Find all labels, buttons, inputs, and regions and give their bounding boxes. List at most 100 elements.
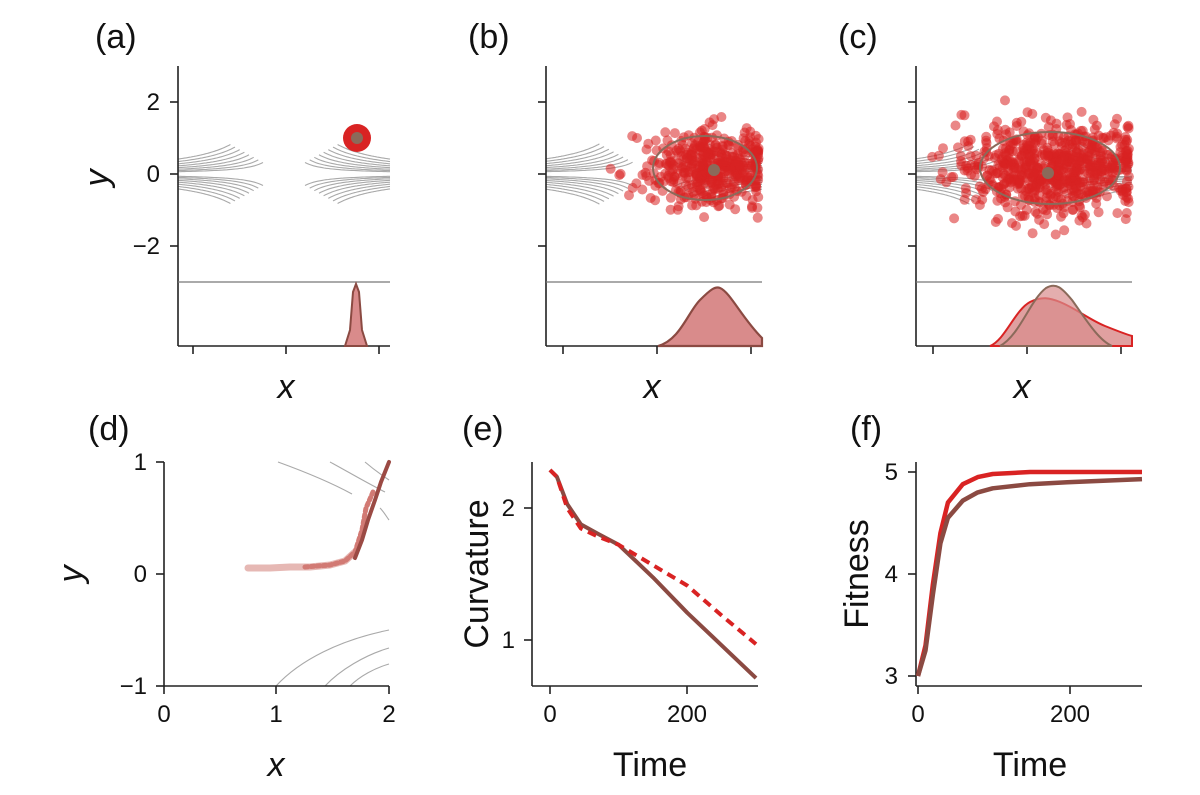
scatter-point [665,192,676,203]
contour-line [546,178,624,192]
panel-b: (b) x [468,18,764,406]
scatter-point [747,201,757,212]
contour-line [177,154,250,169]
scatter-point [1107,167,1118,178]
scatter-point [1121,183,1132,194]
ylabel-f: Fitness [838,519,876,629]
scatter-point [1077,142,1088,152]
contour-line [546,176,629,189]
scatter-point [993,213,1003,224]
scatter-point [1002,202,1013,213]
contour-line [337,144,391,160]
scatter-point [1039,150,1050,160]
scatter-point [953,142,963,153]
scatter-point [1067,191,1078,201]
panel-label-c: (c) [838,18,878,56]
scatter-point [1050,229,1061,240]
contour-line [546,156,624,170]
scatter-point [1120,134,1131,145]
trajectory-d-faded [244,548,359,572]
contour-line [318,154,391,169]
ytick-a-1: 2 [147,89,160,116]
scatter-point [946,172,957,183]
panel-label-f: (f) [850,410,882,448]
xlabel-c: x [1012,368,1032,406]
scatter-point [1091,120,1102,131]
ytick-e-2: 1 [502,627,515,654]
scatter-point [1001,143,1011,154]
scatter-point [977,194,988,205]
xtick-d-3: 2 [382,701,395,728]
scatter-point [1058,182,1069,193]
mean-marker-a [351,132,363,144]
ylabel-e: Curvature [458,499,496,648]
scatter-point [1059,202,1069,213]
scatter-point [1122,149,1133,160]
contour-line [545,161,633,173]
scatter-point [1099,177,1110,188]
scatter-point [963,141,974,152]
trajectory-d-mid [302,489,376,570]
scatter-point [1021,186,1032,197]
contour-line [177,151,245,167]
scatter-point [927,151,938,162]
xtick-d-1: 0 [157,701,170,728]
scatter-point [1064,153,1075,164]
scatter-point [668,164,679,175]
scatter-point [685,163,696,174]
contour-line [177,178,254,192]
scatter-point [1019,148,1030,159]
contour-line [545,151,614,167]
scatter-point [1024,155,1035,166]
panel-d: (d) 1 0 −1 0 1 2 y x [52,410,396,784]
scatter-point [1051,156,1062,167]
scatter-point [989,152,1000,163]
mean-marker-c [1042,167,1054,179]
marginal-a [343,281,369,347]
panel-c: (c) x [838,18,1134,406]
scatter-point [955,151,966,161]
scatter-point [723,166,733,177]
scatter-point [1059,225,1070,236]
contour-line [177,149,240,165]
scatter-point [1121,165,1132,176]
scatter-point [729,182,740,193]
scatter-point [1121,208,1132,218]
contour-line [177,176,259,189]
ytick-d-1: 1 [134,449,147,476]
fitness-line-brown [915,476,1143,677]
contour-line [545,183,610,200]
contour-line [177,159,259,172]
scatter-point [997,162,1008,173]
contour-line [545,153,619,169]
scatter-point [661,149,672,160]
marginal-b [657,286,764,348]
scatter-point [988,166,999,177]
scatter-point [681,153,692,163]
scatter-point [707,132,718,143]
scatter-point [665,204,676,215]
contour-line [545,186,605,202]
scatter-point [643,138,654,149]
ytick-a-2: 0 [147,161,160,188]
scatter-point [642,161,653,172]
scatter-point [717,151,727,162]
contour-line [545,146,605,162]
contour-line [309,176,391,189]
contour-line [545,175,633,187]
scatter-point [1068,204,1079,215]
scatter-point [614,170,625,181]
scatter-point [1006,160,1016,171]
scatter-point [660,127,671,138]
scatter-point [697,137,708,148]
scatter-point [949,213,960,224]
ytick-a-3: −2 [133,233,160,260]
scatter-point [699,212,710,223]
scatter-point [650,195,661,206]
panel-label-e: (e) [462,410,504,448]
scatter-point [992,129,1003,139]
fitness-line-red [915,469,1142,677]
scatter-point [732,158,743,168]
scatter-point [1004,127,1015,138]
